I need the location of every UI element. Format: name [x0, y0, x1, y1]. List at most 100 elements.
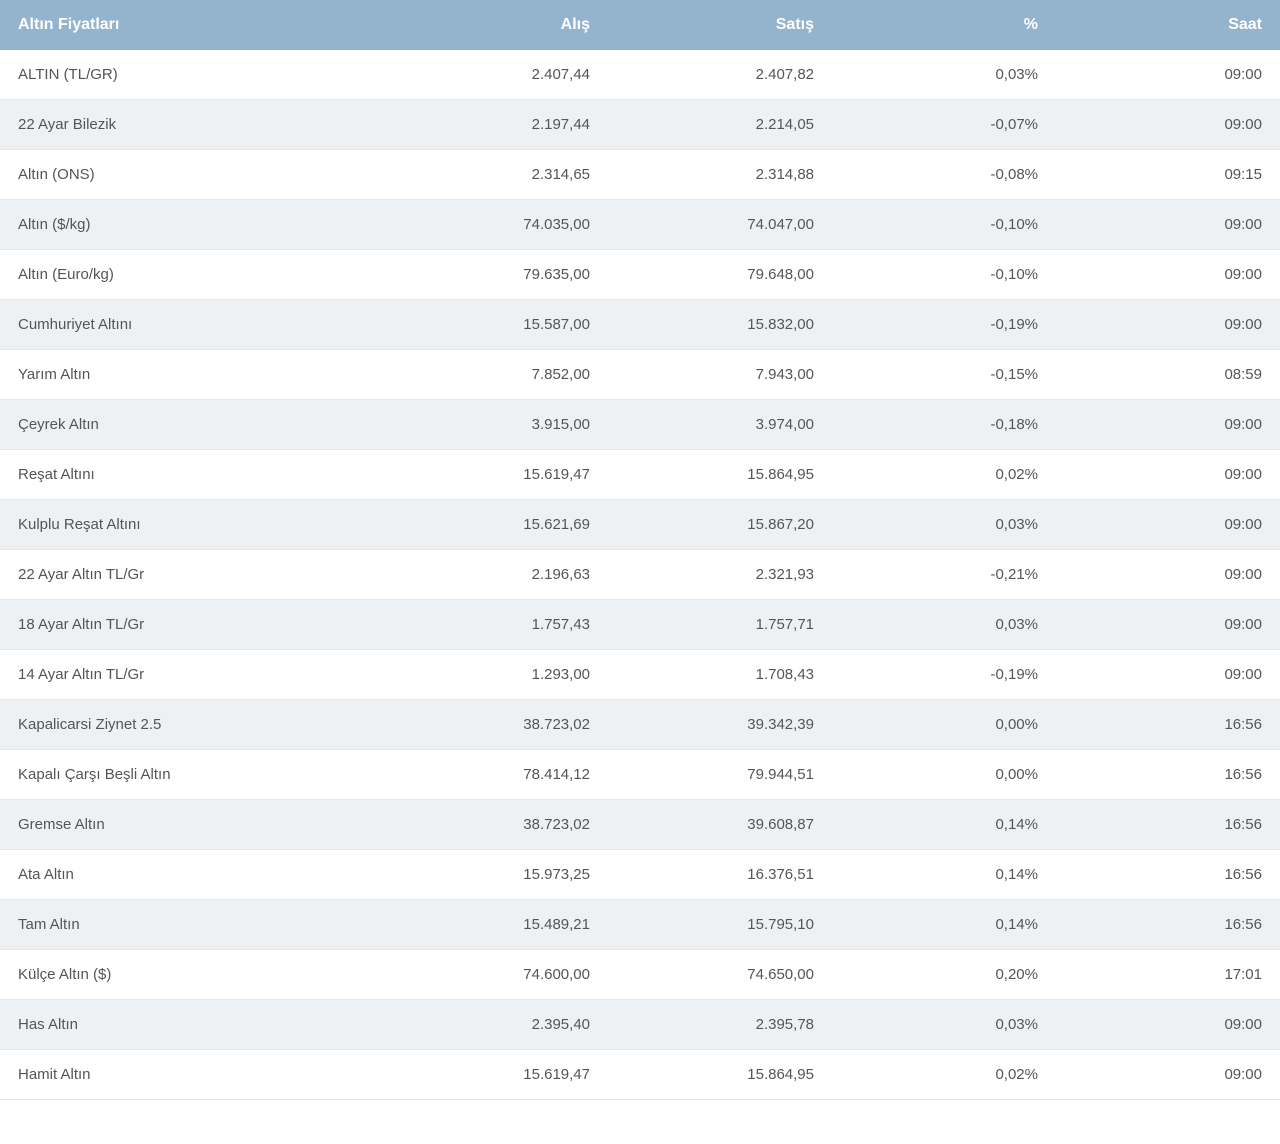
- cell-name: Has Altın: [0, 1000, 384, 1050]
- cell-name: Reşat Altını: [0, 450, 384, 500]
- header-percent: %: [832, 0, 1056, 50]
- cell-pct: -0,19%: [832, 300, 1056, 350]
- cell-name: Kulplu Reşat Altını: [0, 500, 384, 550]
- cell-sell: 2.321,93: [608, 550, 832, 600]
- gold-prices-table: Altın Fiyatları Alış Satış % Saat ALTIN …: [0, 0, 1280, 1100]
- cell-buy: 2.395,40: [384, 1000, 608, 1050]
- cell-buy: 15.489,21: [384, 900, 608, 950]
- cell-pct: 0,20%: [832, 950, 1056, 1000]
- cell-sell: 2.314,88: [608, 150, 832, 200]
- table-row[interactable]: Külçe Altın ($) 74.600,00 74.650,00 0,20…: [0, 950, 1280, 1000]
- cell-time: 16:56: [1056, 850, 1280, 900]
- table-row[interactable]: Has Altın 2.395,40 2.395,78 0,03% 09:00: [0, 1000, 1280, 1050]
- cell-pct: 0,03%: [832, 1000, 1056, 1050]
- cell-pct: 0,03%: [832, 600, 1056, 650]
- cell-time: 09:00: [1056, 100, 1280, 150]
- cell-pct: 0,14%: [832, 800, 1056, 850]
- cell-time: 17:01: [1056, 950, 1280, 1000]
- cell-sell: 15.864,95: [608, 1050, 832, 1100]
- cell-pct: 0,03%: [832, 500, 1056, 550]
- cell-buy: 2.407,44: [384, 50, 608, 100]
- table-row[interactable]: 22 Ayar Altın TL/Gr 2.196,63 2.321,93 -0…: [0, 550, 1280, 600]
- cell-sell: 15.864,95: [608, 450, 832, 500]
- cell-time: 16:56: [1056, 750, 1280, 800]
- cell-buy: 38.723,02: [384, 700, 608, 750]
- cell-pct: -0,19%: [832, 650, 1056, 700]
- table-row[interactable]: 14 Ayar Altın TL/Gr 1.293,00 1.708,43 -0…: [0, 650, 1280, 700]
- cell-pct: 0,14%: [832, 900, 1056, 950]
- header-sell: Satış: [608, 0, 832, 50]
- table-row[interactable]: Yarım Altın 7.852,00 7.943,00 -0,15% 08:…: [0, 350, 1280, 400]
- cell-buy: 15.973,25: [384, 850, 608, 900]
- cell-name: Altın (ONS): [0, 150, 384, 200]
- cell-buy: 15.587,00: [384, 300, 608, 350]
- cell-name: Altın (Euro/kg): [0, 250, 384, 300]
- table-row[interactable]: Çeyrek Altın 3.915,00 3.974,00 -0,18% 09…: [0, 400, 1280, 450]
- cell-sell: 79.944,51: [608, 750, 832, 800]
- cell-time: 09:00: [1056, 1050, 1280, 1100]
- table-row[interactable]: Kapalicarsi Ziynet 2.5 38.723,02 39.342,…: [0, 700, 1280, 750]
- table-row[interactable]: Altın (ONS) 2.314,65 2.314,88 -0,08% 09:…: [0, 150, 1280, 200]
- header-time: Saat: [1056, 0, 1280, 50]
- cell-sell: 2.214,05: [608, 100, 832, 150]
- cell-pct: 0,14%: [832, 850, 1056, 900]
- cell-sell: 16.376,51: [608, 850, 832, 900]
- header-buy: Alış: [384, 0, 608, 50]
- cell-time: 16:56: [1056, 800, 1280, 850]
- cell-time: 09:00: [1056, 300, 1280, 350]
- cell-name: 18 Ayar Altın TL/Gr: [0, 600, 384, 650]
- cell-pct: -0,18%: [832, 400, 1056, 450]
- cell-sell: 3.974,00: [608, 400, 832, 450]
- cell-buy: 74.600,00: [384, 950, 608, 1000]
- cell-sell: 39.608,87: [608, 800, 832, 850]
- table-row[interactable]: Altın (Euro/kg) 79.635,00 79.648,00 -0,1…: [0, 250, 1280, 300]
- cell-name: 14 Ayar Altın TL/Gr: [0, 650, 384, 700]
- cell-time: 16:56: [1056, 900, 1280, 950]
- table-row[interactable]: Tam Altın 15.489,21 15.795,10 0,14% 16:5…: [0, 900, 1280, 950]
- table-row[interactable]: Cumhuriyet Altını 15.587,00 15.832,00 -0…: [0, 300, 1280, 350]
- cell-time: 09:00: [1056, 1000, 1280, 1050]
- cell-time: 09:00: [1056, 550, 1280, 600]
- cell-buy: 15.619,47: [384, 450, 608, 500]
- table-row[interactable]: Reşat Altını 15.619,47 15.864,95 0,02% 0…: [0, 450, 1280, 500]
- cell-sell: 1.708,43: [608, 650, 832, 700]
- cell-time: 09:00: [1056, 200, 1280, 250]
- table-row[interactable]: Kapalı Çarşı Beşli Altın 78.414,12 79.94…: [0, 750, 1280, 800]
- table-row[interactable]: Kulplu Reşat Altını 15.621,69 15.867,20 …: [0, 500, 1280, 550]
- cell-time: 09:00: [1056, 50, 1280, 100]
- cell-time: 09:00: [1056, 450, 1280, 500]
- table-row[interactable]: Hamit Altın 15.619,47 15.864,95 0,02% 09…: [0, 1050, 1280, 1100]
- cell-buy: 2.197,44: [384, 100, 608, 150]
- header-name: Altın Fiyatları: [0, 0, 384, 50]
- cell-name: Gremse Altın: [0, 800, 384, 850]
- cell-name: Altın ($/kg): [0, 200, 384, 250]
- table-row[interactable]: ALTIN (TL/GR) 2.407,44 2.407,82 0,03% 09…: [0, 50, 1280, 100]
- cell-sell: 15.832,00: [608, 300, 832, 350]
- cell-pct: 0,02%: [832, 450, 1056, 500]
- table-row[interactable]: 18 Ayar Altın TL/Gr 1.757,43 1.757,71 0,…: [0, 600, 1280, 650]
- cell-buy: 15.619,47: [384, 1050, 608, 1100]
- cell-sell: 74.650,00: [608, 950, 832, 1000]
- table-row[interactable]: Ata Altın 15.973,25 16.376,51 0,14% 16:5…: [0, 850, 1280, 900]
- cell-name: 22 Ayar Bilezik: [0, 100, 384, 150]
- cell-sell: 79.648,00: [608, 250, 832, 300]
- cell-sell: 1.757,71: [608, 600, 832, 650]
- cell-name: Kapalı Çarşı Beşli Altın: [0, 750, 384, 800]
- cell-buy: 2.314,65: [384, 150, 608, 200]
- cell-pct: -0,10%: [832, 200, 1056, 250]
- cell-buy: 1.293,00: [384, 650, 608, 700]
- cell-time: 16:56: [1056, 700, 1280, 750]
- cell-pct: 0,00%: [832, 750, 1056, 800]
- cell-pct: 0,00%: [832, 700, 1056, 750]
- cell-name: Yarım Altın: [0, 350, 384, 400]
- cell-pct: -0,08%: [832, 150, 1056, 200]
- cell-buy: 78.414,12: [384, 750, 608, 800]
- table-row[interactable]: Gremse Altın 38.723,02 39.608,87 0,14% 1…: [0, 800, 1280, 850]
- cell-pct: 0,03%: [832, 50, 1056, 100]
- table-row[interactable]: Altın ($/kg) 74.035,00 74.047,00 -0,10% …: [0, 200, 1280, 250]
- cell-buy: 1.757,43: [384, 600, 608, 650]
- cell-buy: 79.635,00: [384, 250, 608, 300]
- table-row[interactable]: 22 Ayar Bilezik 2.197,44 2.214,05 -0,07%…: [0, 100, 1280, 150]
- cell-name: ALTIN (TL/GR): [0, 50, 384, 100]
- cell-name: Cumhuriyet Altını: [0, 300, 384, 350]
